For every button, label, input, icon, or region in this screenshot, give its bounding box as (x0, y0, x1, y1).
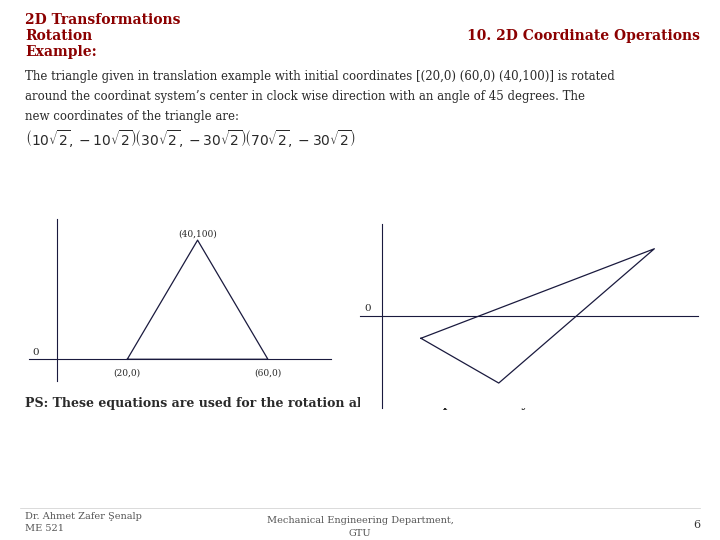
Text: (20,0): (20,0) (114, 369, 141, 378)
Text: The triangle given in translation example with initial coordinates [(20,0) (60,0: The triangle given in translation exampl… (25, 70, 615, 123)
Text: Dr. Ahmet Zafer Şenalp: Dr. Ahmet Zafer Şenalp (25, 512, 142, 521)
Text: 10. 2D Coordinate Operations: 10. 2D Coordinate Operations (467, 29, 700, 43)
Text: 6: 6 (693, 520, 700, 530)
Text: 0: 0 (32, 348, 40, 357)
Text: Example:: Example: (25, 45, 96, 59)
Text: 2D Transformations: 2D Transformations (25, 13, 181, 27)
Text: PS: These equations are used for the rotation about center point O only.: PS: These equations are used for the rot… (25, 397, 531, 410)
Text: (60,0): (60,0) (254, 369, 282, 378)
Text: ME 521: ME 521 (25, 524, 64, 533)
Text: (40,100): (40,100) (179, 230, 217, 239)
Text: 0: 0 (364, 303, 371, 313)
Text: $\left(10\sqrt{2},-10\sqrt{2}\right)\!\left(30\sqrt{2},-30\sqrt{2}\right)\!\left: $\left(10\sqrt{2},-10\sqrt{2}\right)\!\l… (25, 128, 356, 149)
Text: Rotation: Rotation (25, 29, 92, 43)
Text: Mechanical Engineering Department,
GTU: Mechanical Engineering Department, GTU (266, 516, 454, 537)
